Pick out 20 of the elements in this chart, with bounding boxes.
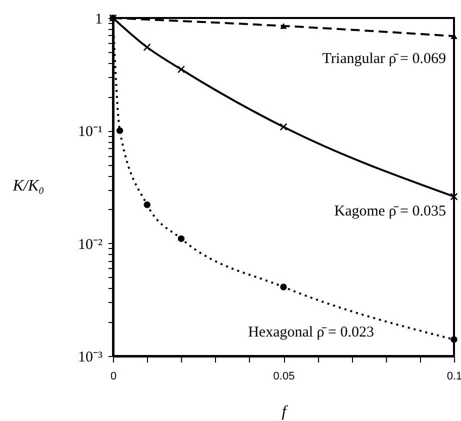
y-tick-label: 1 (95, 12, 102, 28)
y-axis-title: K/K₀ (12, 178, 44, 194)
point (280, 284, 287, 290)
x-axis-title: f (282, 404, 289, 420)
series-label: Kagome ρ̄ = 0.035 (334, 204, 446, 220)
x-tick-label: 0 (110, 370, 117, 382)
point (450, 192, 458, 200)
point (143, 43, 151, 52)
point (280, 123, 288, 131)
point (177, 66, 186, 74)
y-tick-label: 10⁻² (78, 236, 103, 253)
point (116, 127, 124, 134)
series-label: Triangular ρ̄ = 0.069 (322, 51, 446, 68)
series-label: Hexagonal ρ̄ = 0.023 (248, 324, 374, 341)
point (450, 336, 458, 343)
x-tick-label: 0.05 (273, 370, 295, 382)
point (144, 201, 150, 208)
y-tick-label: 10⁻³ (78, 350, 103, 366)
y-tick-label: 10⁻¹ (78, 124, 102, 140)
point (178, 235, 185, 242)
